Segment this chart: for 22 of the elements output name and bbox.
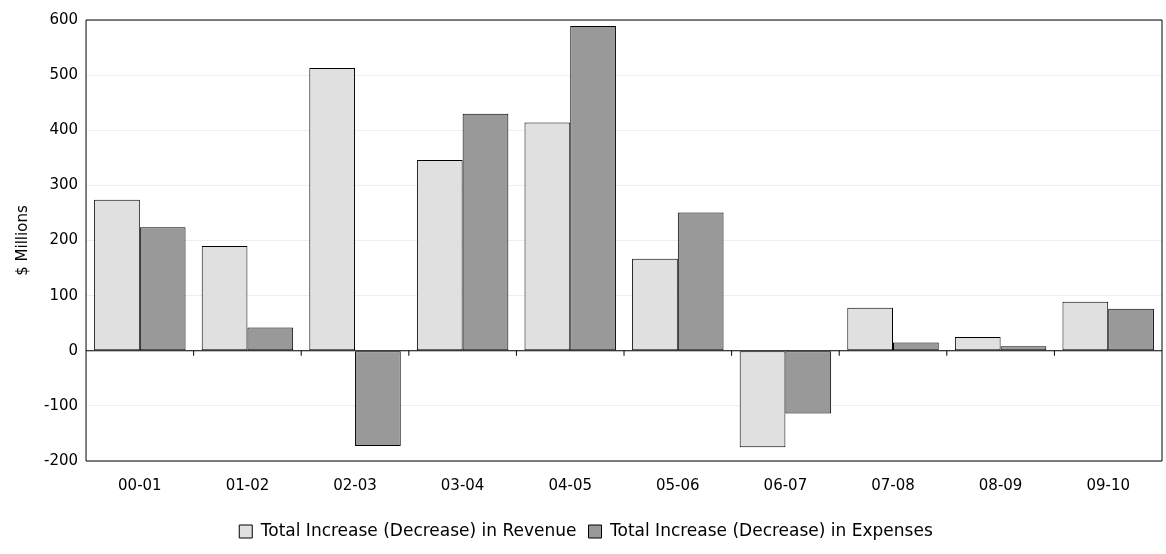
x-tick-label: 01-02 [225,475,270,494]
x-tick-label: 02-03 [333,475,377,494]
x-tick-label: 05-06 [656,475,700,494]
y-tick-label: 200 [49,230,79,249]
y-tick-label: 300 [49,175,79,194]
x-tick-label: 08-09 [978,475,1023,494]
y-axis-title: $ Millions [12,205,31,276]
y-tick-label: -100 [44,395,79,414]
legend-label: Total Increase (Decrease) in Revenue [259,519,577,540]
y-tick-label: 0 [68,340,79,359]
legend-label: Total Increase (Decrease) in Expenses [609,519,933,540]
y-tick-label: 400 [49,120,79,139]
y-tick-label: 500 [49,65,79,84]
x-tick-label: 03-04 [440,475,485,494]
y-tick-label: 100 [49,285,79,304]
x-tick-label: 07-08 [871,475,915,494]
y-tick-label: -200 [44,450,79,469]
x-tick-label: 06-07 [763,475,808,494]
y-tick-label: 600 [49,9,79,28]
x-tick-label: 00-01 [118,475,162,494]
x-tick-label: 04-05 [548,475,593,494]
x-tick-label: 09-10 [1086,475,1130,494]
